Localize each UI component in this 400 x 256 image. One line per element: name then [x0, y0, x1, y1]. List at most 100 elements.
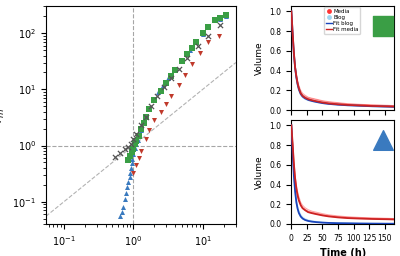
- Point: [125, 158, 132, 162]
- X-axis label: q: q: [137, 253, 145, 256]
- Point: [168, 94, 174, 98]
- Legend: Media, Blog, Fit blog, Fit media: Media, Blog, Fit blog, Fit media: [324, 7, 360, 34]
- Point: [134, 138, 141, 142]
- Y-axis label: Volume: Volume: [255, 155, 264, 189]
- Point: [133, 142, 140, 146]
- Point: [128, 166, 134, 170]
- Point: [193, 40, 199, 44]
- Point: [130, 147, 136, 152]
- Point: [380, 24, 387, 28]
- Point: [125, 145, 132, 149]
- Point: [223, 14, 230, 18]
- Point: [127, 170, 133, 175]
- Point: [195, 45, 201, 49]
- Point: [176, 83, 182, 87]
- Point: [142, 115, 149, 119]
- Point: [130, 137, 136, 141]
- Point: [172, 68, 178, 72]
- Point: [129, 157, 136, 161]
- Point: [151, 118, 158, 122]
- Point: [189, 46, 195, 50]
- Point: [117, 214, 124, 218]
- Point: [138, 126, 144, 131]
- Point: [179, 59, 185, 63]
- Point: [193, 40, 199, 44]
- Point: [148, 104, 154, 108]
- Y-axis label: Volume: Volume: [255, 41, 264, 75]
- Point: [133, 139, 140, 143]
- Point: [133, 163, 140, 167]
- Point: [120, 205, 127, 209]
- Point: [176, 67, 182, 71]
- Point: [112, 155, 118, 159]
- Point: [146, 107, 152, 111]
- Point: [140, 121, 147, 125]
- Point: [155, 90, 162, 94]
- Point: [142, 115, 149, 119]
- Point: [129, 161, 135, 165]
- Point: [146, 128, 152, 132]
- Point: [184, 56, 190, 60]
- X-axis label: Time (h): Time (h): [320, 248, 366, 256]
- Point: [217, 17, 224, 21]
- Point: [161, 85, 168, 89]
- Point: [205, 25, 212, 29]
- Point: [130, 171, 136, 175]
- Point: [128, 142, 134, 146]
- Point: [205, 40, 212, 44]
- Y-axis label: $r_m$: $r_m$: [0, 108, 7, 123]
- Point: [182, 73, 188, 77]
- Point: [216, 34, 222, 38]
- Point: [130, 152, 136, 156]
- Point: [179, 59, 185, 63]
- Point: [117, 151, 124, 155]
- Point: [151, 98, 158, 102]
- Point: [132, 146, 138, 150]
- Point: [217, 16, 224, 20]
- Point: [217, 23, 224, 27]
- Point: [132, 142, 138, 146]
- Point: [158, 89, 164, 93]
- Point: [200, 33, 206, 37]
- Point: [200, 31, 206, 35]
- Point: [160, 83, 166, 87]
- Point: [184, 52, 190, 56]
- Point: [138, 149, 144, 153]
- Point: [196, 51, 203, 55]
- Point: [142, 115, 149, 119]
- Point: [151, 98, 158, 102]
- Point: [123, 191, 129, 196]
- Point: [154, 94, 160, 98]
- Point: [146, 107, 152, 111]
- Point: [223, 13, 230, 17]
- Point: [212, 18, 218, 22]
- Point: [136, 134, 142, 138]
- Point: [212, 18, 218, 22]
- Point: [133, 132, 140, 136]
- Point: [163, 102, 170, 106]
- Point: [186, 48, 193, 52]
- Point: [168, 76, 174, 80]
- Point: [118, 210, 125, 214]
- Point: [125, 180, 132, 185]
- Point: [168, 74, 174, 78]
- Point: [205, 25, 212, 29]
- Point: [158, 110, 164, 114]
- Point: [205, 34, 212, 38]
- Point: [189, 62, 195, 66]
- Point: [129, 150, 135, 154]
- Point: [165, 76, 172, 80]
- Point: [122, 147, 128, 151]
- Point: [127, 154, 133, 158]
- Point: [136, 134, 142, 138]
- Point: [380, 138, 387, 142]
- Point: [138, 123, 144, 127]
- Point: [136, 156, 142, 160]
- Point: [163, 81, 170, 85]
- Point: [142, 137, 149, 141]
- Point: [126, 175, 133, 179]
- Point: [172, 68, 178, 72]
- Point: [122, 197, 128, 201]
- Point: [138, 128, 144, 132]
- Point: [140, 121, 147, 125]
